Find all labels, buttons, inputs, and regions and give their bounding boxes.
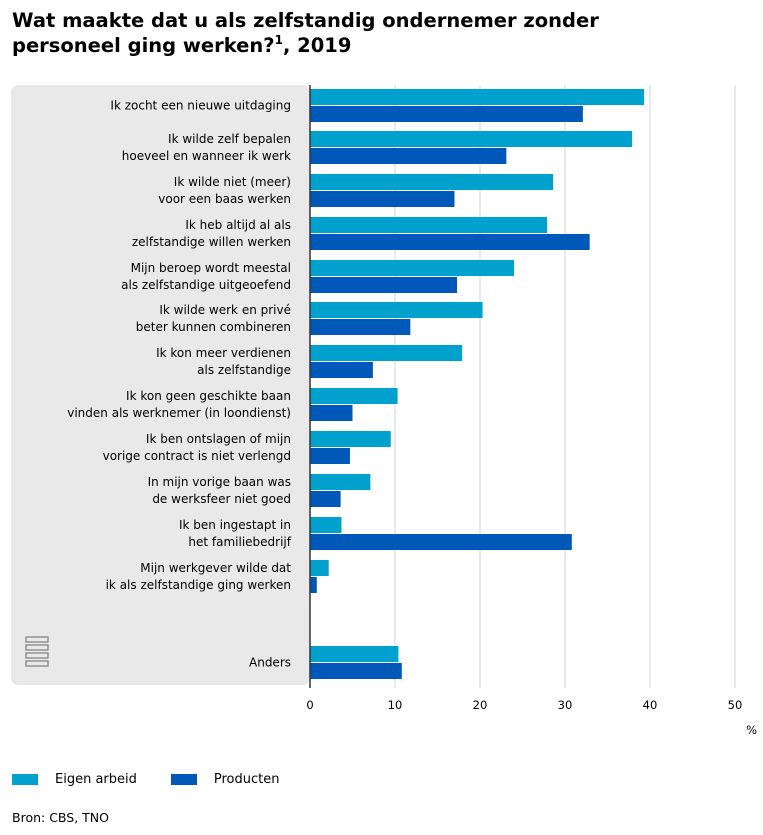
category-label-geen-baas-line-1: Ik wilde niet (meer) — [174, 175, 291, 189]
bar-familiebedrijf-eigen-arbeid — [310, 517, 342, 533]
category-label-werkgever-line-2: ik als zelfstandige ging werken — [106, 578, 291, 592]
legend-swatch-eigen-arbeid — [12, 774, 38, 785]
bar-zelf-bepalen-producten — [310, 148, 507, 164]
bars — [310, 89, 645, 679]
category-label-werkgever-line-1: Mijn werkgever wilde dat — [140, 561, 291, 575]
legend-label-producten: Producten — [213, 772, 280, 787]
bar-uitdaging-producten — [310, 106, 583, 122]
category-label-altijd-zelfstandig-line-2: zelfstandige willen werken — [132, 235, 291, 249]
bar-meer-verdienen-producten — [310, 362, 373, 378]
category-label-ontslagen-line-2: vorige contract is niet verlengd — [103, 449, 291, 463]
bar-werksfeer-eigen-arbeid — [310, 474, 371, 490]
legend: Eigen arbeid Producten — [12, 772, 313, 787]
bar-anders-producten — [310, 663, 402, 679]
bar-anders-eigen-arbeid — [310, 646, 399, 662]
category-label-werksfeer-line-2: de werksfeer niet goed — [152, 492, 291, 506]
category-label-geen-baan-line-2: vinden als werknemer (in loondienst) — [67, 406, 291, 420]
bar-ontslagen-producten — [310, 448, 350, 464]
bar-werk-prive-eigen-arbeid — [310, 302, 483, 318]
category-label-geen-baan-line-1: Ik kon geen geschikte baan — [126, 389, 291, 403]
title-line-2: personeel ging werken? — [12, 34, 275, 57]
bar-werk-prive-producten — [310, 319, 411, 335]
category-label-beroep-line-2: als zelfstandige uitgeoefend — [121, 278, 291, 292]
cbs-logo-icon — [25, 636, 49, 667]
bar-geen-baan-producten — [310, 405, 353, 421]
category-label-zelf-bepalen-line-1: Ik wilde zelf bepalen — [168, 132, 291, 146]
bar-altijd-zelfstandig-producten — [310, 234, 590, 250]
title-year: , 2019 — [282, 34, 352, 57]
category-label-werk-prive-line-2: beter kunnen combineren — [136, 320, 291, 334]
x-tick-label-10: 10 — [388, 698, 403, 712]
category-label-anders: Anders — [249, 656, 291, 670]
category-label-beroep-line-1: Mijn beroep wordt meestal — [131, 261, 291, 275]
bar-ontslagen-eigen-arbeid — [310, 431, 391, 447]
legend-label-eigen-arbeid: Eigen arbeid — [55, 772, 137, 787]
x-tick-label-30: 30 — [558, 698, 573, 712]
bar-werksfeer-producten — [310, 491, 341, 507]
category-labels: Ik zocht een nieuwe uitdaging Ik wilde ze… — [67, 99, 292, 670]
title-footnote: 1 — [274, 33, 283, 47]
category-label-ontslagen-line-1: Ik ben ontslagen of mijn — [146, 432, 291, 446]
category-label-panel — [11, 85, 310, 685]
chart-title: Wat maakte dat u als zelfstandig onderne… — [12, 8, 752, 58]
category-label-altijd-zelfstandig-line-1: Ik heb altijd al als — [185, 218, 291, 232]
bar-zelf-bepalen-eigen-arbeid — [310, 131, 633, 147]
x-axis-ticks: 0 10 20 30 40 50% — [306, 698, 757, 737]
bar-werkgever-eigen-arbeid — [310, 560, 329, 576]
category-label-werksfeer-line-1: In mijn vorige baan was — [148, 475, 291, 489]
bar-familiebedrijf-producten — [310, 534, 572, 550]
bar-werkgever-producten — [310, 577, 317, 593]
category-label-familiebedrijf-line-1: Ik ben ingestapt in — [179, 518, 291, 532]
bar-meer-verdienen-eigen-arbeid — [310, 345, 463, 361]
category-label-familiebedrijf-line-2: het familiebedrijf — [188, 535, 291, 549]
bar-beroep-producten — [310, 277, 458, 293]
category-label-uitdaging: Ik zocht een nieuwe uitdaging — [110, 99, 291, 113]
title-line-1: Wat maakte dat u als zelfstandig onderne… — [12, 9, 599, 32]
x-tick-label-50: 50 — [728, 698, 743, 712]
bar-geen-baas-producten — [310, 191, 455, 207]
legend-item-producten: Producten — [170, 772, 280, 787]
category-label-meer-verdienen-line-2: als zelfstandige — [197, 363, 291, 377]
legend-item-eigen-arbeid: Eigen arbeid — [12, 772, 137, 787]
bar-uitdaging-eigen-arbeid — [310, 89, 645, 105]
category-label-geen-baas-line-2: voor een baas werken — [158, 192, 291, 206]
bar-geen-baan-eigen-arbeid — [310, 388, 398, 404]
x-tick-label-40: 40 — [643, 698, 658, 712]
bar-chart: Ik zocht een nieuwe uitdaging Ik wilde ze… — [25, 85, 757, 737]
x-tick-label-0: 0 — [306, 698, 313, 712]
bar-beroep-eigen-arbeid — [310, 260, 514, 276]
source-note: Bron: CBS, TNO — [12, 810, 109, 825]
category-label-meer-verdienen-line-1: Ik kon meer verdienen — [156, 346, 291, 360]
x-tick-label-20: 20 — [473, 698, 488, 712]
bar-geen-baas-eigen-arbeid — [310, 174, 554, 190]
category-label-zelf-bepalen-line-2: hoeveel en wanneer ik werk — [122, 149, 291, 163]
legend-swatch-producten — [170, 774, 197, 785]
bar-altijd-zelfstandig-eigen-arbeid — [310, 217, 548, 233]
category-label-werk-prive-line-1: Ik wilde werk en privé — [159, 303, 291, 317]
x-axis-unit: % — [746, 723, 757, 737]
